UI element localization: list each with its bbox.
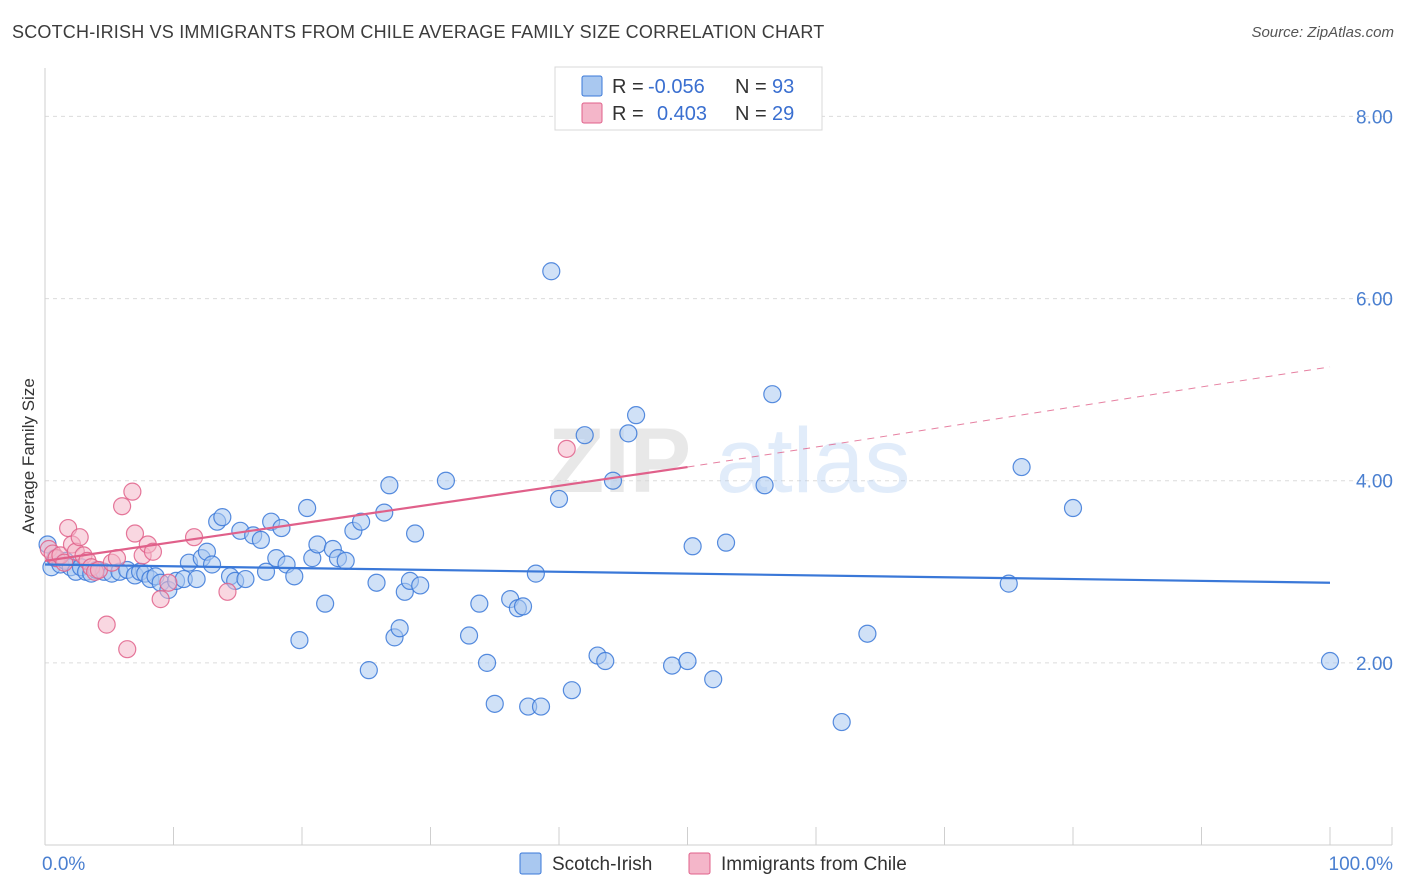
scotch-irish-point xyxy=(755,476,774,495)
series-legend-swatch-chile xyxy=(688,852,711,875)
scotch-irish-point xyxy=(1063,498,1083,518)
chile-point xyxy=(159,573,178,592)
scotch-irish-point xyxy=(603,471,623,490)
trend-lines xyxy=(44,366,1331,584)
scotch-irish-point xyxy=(832,712,851,732)
scotch-irish-point xyxy=(202,555,222,574)
legend-swatch-pink xyxy=(581,102,603,124)
legend-r-label-1: R = xyxy=(612,76,644,98)
y-tick-label-0: 2.00 xyxy=(1356,654,1393,675)
scotch-irish-point xyxy=(549,489,569,509)
chile-point xyxy=(70,528,89,547)
scotch-irish-point xyxy=(704,670,723,689)
scotch-irish-point xyxy=(390,619,409,638)
legend-swatch-blue xyxy=(581,75,603,97)
scotch-irish-point xyxy=(678,651,697,671)
scotch-irish-point xyxy=(236,569,255,589)
scotch-irish-point xyxy=(683,537,702,556)
axes xyxy=(44,68,1393,846)
chile-point xyxy=(123,482,142,501)
scotch-irish-point xyxy=(858,624,877,643)
series-legend: Scotch-Irish Immigrants from Chile xyxy=(519,852,907,875)
scotch-irish-point xyxy=(436,471,456,490)
scotch-irish-point xyxy=(526,564,545,583)
series-legend-label-chile: Immigrants from Chile xyxy=(721,854,907,875)
series-legend-label-scotch-irish: Scotch-Irish xyxy=(552,854,652,875)
correlation-legend: R = -0.056 N = 93 R = 0.403 N = 29 xyxy=(554,66,823,131)
scotch-irish-point xyxy=(596,651,615,671)
series-scotch-irish-points xyxy=(38,262,1340,732)
scotch-irish-point xyxy=(1320,651,1340,671)
y-tick-label-2: 6.00 xyxy=(1356,290,1393,311)
scotch-irish-point xyxy=(619,424,638,443)
scotch-irish-point xyxy=(316,594,335,613)
scotch-irish-point xyxy=(359,661,378,680)
scotch-irish-point xyxy=(405,524,425,543)
chile-point xyxy=(557,439,576,458)
scotch-irish-point xyxy=(187,569,206,589)
scotch-irish-point xyxy=(251,530,270,550)
legend-r-value-2: 0.403 xyxy=(657,103,707,125)
legend-r-value-1: -0.056 xyxy=(648,76,705,98)
y-tick-labels: 2.00 4.00 6.00 8.00 xyxy=(1356,107,1393,674)
scotch-irish-point xyxy=(367,573,386,592)
y-axis-label: Average Family Size xyxy=(19,378,38,534)
scotch-irish-point xyxy=(542,262,561,281)
chile-point xyxy=(112,497,132,516)
series-legend-swatch-scotch-irish xyxy=(519,852,542,875)
legend-n-value-2: 29 xyxy=(772,103,794,125)
chile-point xyxy=(143,542,163,561)
scotch-irish-point xyxy=(1012,457,1031,477)
y-tick-label-3: 8.00 xyxy=(1356,107,1393,128)
scotch-irish-point xyxy=(336,551,355,570)
scotch-irish-point xyxy=(298,498,317,518)
scotch-irish-point xyxy=(380,476,399,495)
scotch-irish-point xyxy=(459,626,479,645)
scotch-irish-point xyxy=(213,508,232,527)
x-tick-label-1: 100.0% xyxy=(1329,854,1394,875)
chart-title: SCOTCH-IRISH VS IMMIGRANTS FROM CHILE AV… xyxy=(12,22,825,42)
scotch-irish-point xyxy=(513,597,533,616)
legend-n-label-2: N = xyxy=(735,103,767,125)
watermark: ZIP atlas xyxy=(548,410,910,512)
legend-n-label-1: N = xyxy=(735,76,767,98)
legend-n-value-1: 93 xyxy=(772,76,794,98)
scotch-irish-point xyxy=(662,656,682,675)
scotch-irish-point xyxy=(999,574,1018,593)
watermark-atlas: atlas xyxy=(716,410,910,512)
chile-point xyxy=(97,615,116,634)
trend-line-scotch-irish xyxy=(44,563,1331,584)
scotch-irish-point xyxy=(285,567,304,586)
scotch-irish-point xyxy=(308,535,327,554)
scotch-irish-point xyxy=(531,697,551,716)
scotch-irish-point xyxy=(290,630,309,650)
scotch-irish-point xyxy=(626,406,646,425)
grid-lines xyxy=(45,115,1392,664)
scotch-irish-point xyxy=(470,594,489,613)
chile-point xyxy=(125,524,145,543)
scotch-irish-point xyxy=(562,681,581,700)
scotch-irish-point xyxy=(763,385,782,404)
trend-line-chile-extension xyxy=(687,366,1331,468)
scotch-irish-point xyxy=(352,512,371,531)
y-tick-label-1: 4.00 xyxy=(1356,472,1393,493)
scotch-irish-point xyxy=(411,576,430,595)
scotch-irish-point xyxy=(575,426,594,445)
trend-line-chile xyxy=(44,465,688,562)
chile-point xyxy=(151,590,170,609)
scotch-irish-point xyxy=(716,533,736,552)
legend-r-label-2: R = xyxy=(612,103,644,125)
chile-point xyxy=(118,640,137,659)
scotch-irish-point xyxy=(477,653,497,672)
x-tick-labels: 0.0% 100.0% xyxy=(42,854,1393,875)
scotch-irish-point xyxy=(485,694,504,713)
chart-source: Source: ZipAtlas.com xyxy=(1251,24,1394,41)
watermark-zip: ZIP xyxy=(548,410,691,512)
chile-point xyxy=(218,582,237,601)
x-tick-label-0: 0.0% xyxy=(42,854,85,875)
